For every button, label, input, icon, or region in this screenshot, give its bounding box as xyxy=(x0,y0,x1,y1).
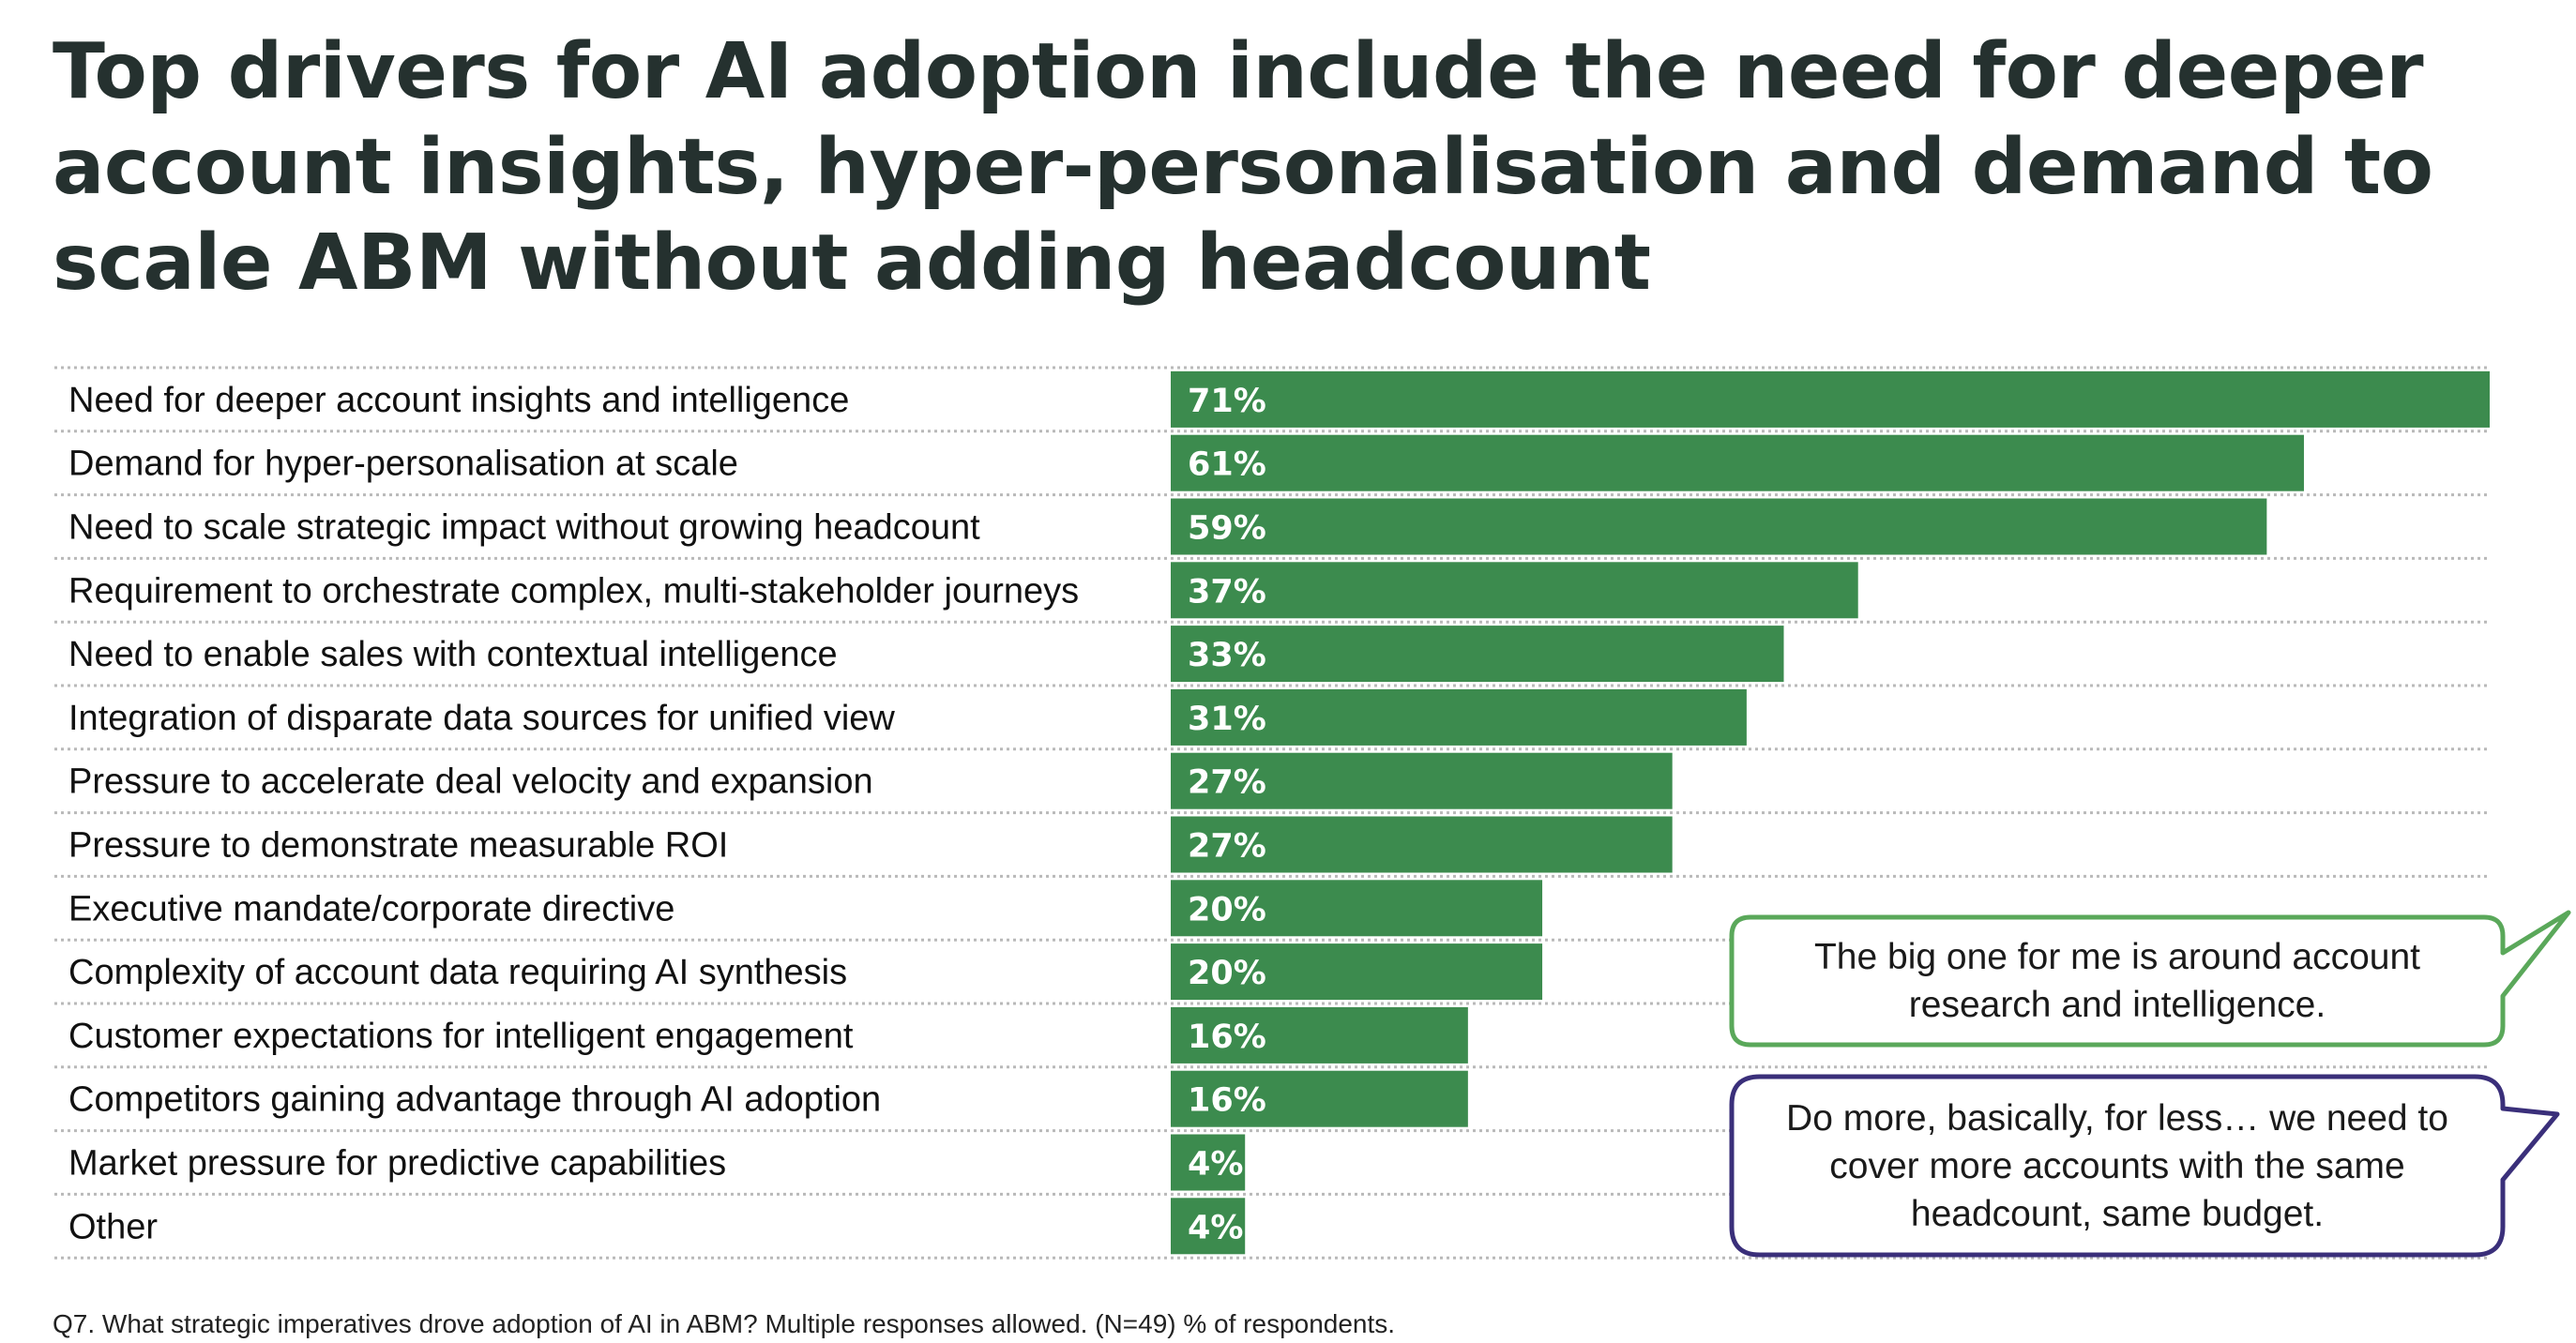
quote-text-2: Do more, basically, for less… we need to… xyxy=(1786,1097,2448,1234)
bar xyxy=(1171,1198,1246,1255)
value-label: 59% xyxy=(1188,510,1266,548)
value-label: 4% xyxy=(1188,1146,1243,1184)
category-label: Other xyxy=(68,1207,158,1246)
category-label: Executive mandate/corporate directive xyxy=(68,889,674,928)
category-label: Pressure to demonstrate measurable ROI xyxy=(68,826,728,866)
category-label: Competitors gaining advantage through AI… xyxy=(68,1080,881,1120)
category-label: Requirement to orchestrate complex, mult… xyxy=(68,571,1079,611)
bar xyxy=(1171,370,2490,428)
bar xyxy=(1171,752,1673,809)
category-labels: Need for deeper account insights and int… xyxy=(68,381,1079,1246)
category-label: Complexity of account data requiring AI … xyxy=(68,953,847,992)
bar xyxy=(1171,943,1543,1001)
bars xyxy=(1171,370,2490,1255)
category-label: Need to scale strategic impact without g… xyxy=(68,508,980,548)
quote-bubble-2: Do more, basically, for less… we need to… xyxy=(1732,1077,2503,1255)
category-label: Need for deeper account insights and int… xyxy=(68,381,849,420)
quote-bubble-1: The big one for me is around account res… xyxy=(1732,917,2503,1045)
value-label: 27% xyxy=(1188,764,1266,802)
bar xyxy=(1171,626,1784,683)
value-label: 33% xyxy=(1188,637,1266,674)
chart-title: Top drivers for AI adoption include the … xyxy=(53,27,2433,308)
bar xyxy=(1171,1134,1246,1191)
category-label: Demand for hyper-personalisation at scal… xyxy=(68,445,738,484)
value-label: 37% xyxy=(1188,573,1266,611)
value-label: 16% xyxy=(1188,1019,1266,1056)
category-label: Integration of disparate data sources fo… xyxy=(68,699,895,738)
value-label: 71% xyxy=(1188,383,1266,420)
bar xyxy=(1171,1070,1468,1127)
value-label: 27% xyxy=(1188,828,1266,866)
category-label: Market pressure for predictive capabilit… xyxy=(68,1144,726,1184)
category-label: Need to enable sales with contextual int… xyxy=(68,635,838,674)
quote-bubble-outline-2 xyxy=(1729,1074,2560,1258)
bar xyxy=(1171,562,1858,619)
value-label: 20% xyxy=(1188,955,1266,992)
bar xyxy=(1171,880,1543,937)
value-labels: 71% 61% 59% 37% 33% 31% 27% 27% 20% 20% 16% 16% 4% 4% xyxy=(1188,383,1266,1246)
value-label: 31% xyxy=(1188,701,1266,738)
category-label: Pressure to accelerate deal velocity and… xyxy=(68,762,873,802)
value-label: 4% xyxy=(1188,1209,1243,1246)
bar xyxy=(1171,498,2267,555)
callout-bubbles xyxy=(1729,910,2571,1258)
bar xyxy=(1171,1006,1468,1064)
footnote: Q7. What strategic imperatives drove ado… xyxy=(53,1309,1396,1338)
value-label: 16% xyxy=(1188,1082,1266,1120)
quote-text-1: The big one for me is around account res… xyxy=(1813,937,2421,1025)
category-label: Customer expectations for intelligent en… xyxy=(68,1017,854,1056)
bar xyxy=(1171,816,1673,873)
bar xyxy=(1171,434,2304,491)
quote-bubble-outline-1 xyxy=(1729,910,2571,1048)
bar xyxy=(1171,688,1747,746)
value-label: 61% xyxy=(1188,446,1266,484)
value-label: 20% xyxy=(1188,891,1266,928)
